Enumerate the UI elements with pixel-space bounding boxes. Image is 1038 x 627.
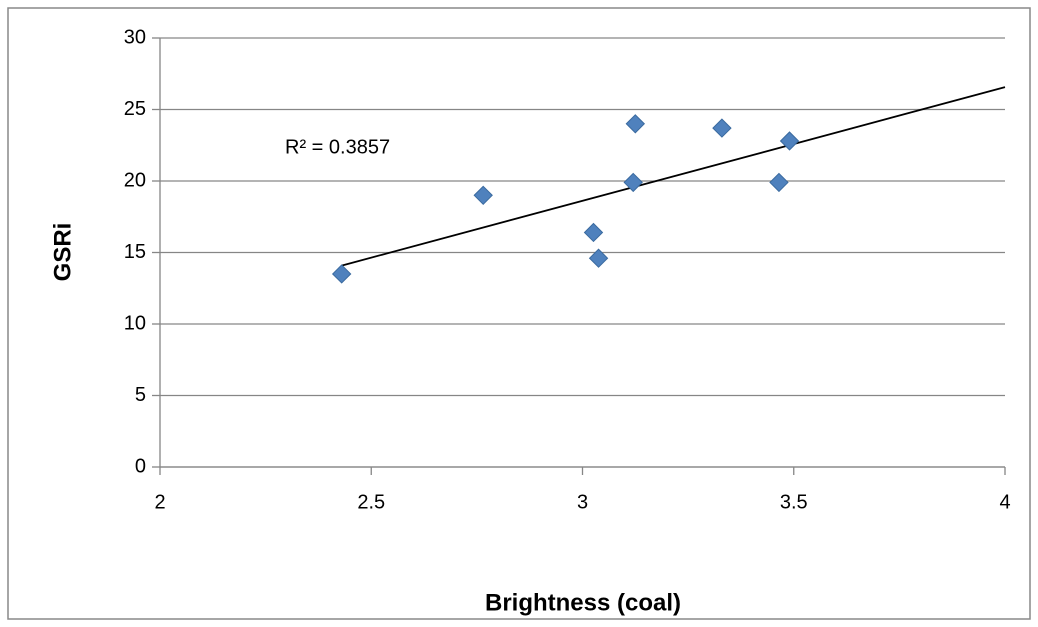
x-tick-label: 2 [154,491,165,513]
x-tick-label: 4 [999,491,1010,513]
data-point [769,172,789,193]
y-tick-label: 5 [135,384,146,406]
data-point [473,185,493,206]
r-squared-label: R² = 0.3857 [285,136,390,158]
y-tick-label: 0 [135,455,146,477]
y-tick-label: 20 [124,169,146,191]
chart-border [7,7,1031,620]
data-point [625,114,646,134]
x-tick-label: 3 [577,491,588,513]
data-point [779,131,800,151]
y-tick-label: 30 [124,26,146,48]
x-axis-title: Brightness (coal) [485,589,681,616]
x-tick-label: 3.5 [780,491,808,513]
y-tick-label: 10 [124,312,146,334]
trendline [341,86,1006,267]
data-point [583,222,604,243]
y-tick-label: 15 [124,241,146,263]
data-point [712,118,732,138]
data-point [331,264,352,284]
y-axis-title: GSRi [49,223,76,282]
data-point [623,172,643,193]
data-point [588,248,609,268]
x-tick-label: 2.5 [357,491,385,513]
y-tick-label: 25 [124,98,146,120]
